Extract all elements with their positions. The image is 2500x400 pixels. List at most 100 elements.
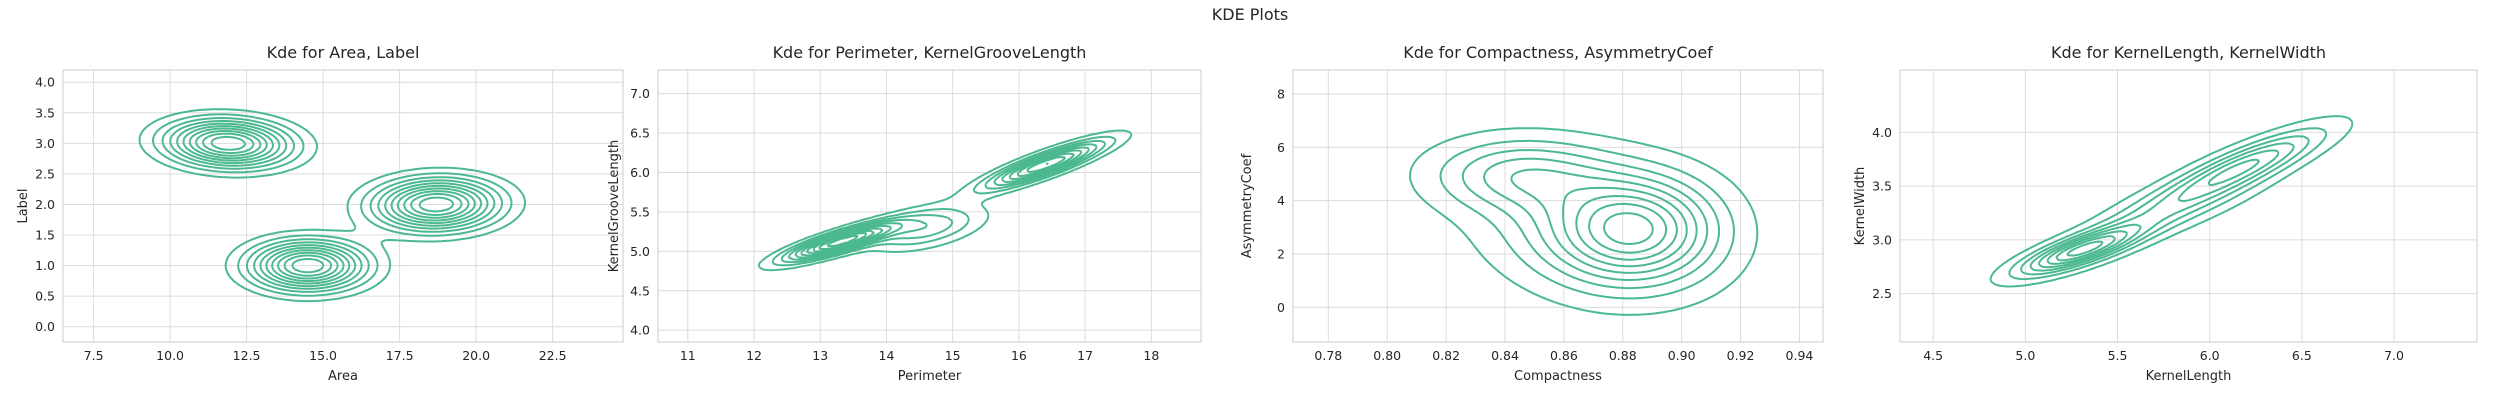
x-tick-label: 0.82 bbox=[1432, 348, 1460, 363]
grid bbox=[1293, 70, 1823, 342]
x-tick-label: 0.88 bbox=[1609, 348, 1637, 363]
kde-contour-level-7 bbox=[1575, 195, 1678, 261]
tick-labels: 7.5 10.0 12.5 15.0 17.5 20.0 22.5 0.0 0.5 1.0 1.5 2… bbox=[35, 75, 566, 363]
y-tick-label: 3.5 bbox=[35, 105, 55, 120]
kde-contour-level-7 bbox=[805, 152, 1076, 255]
kde-contour-level-2 bbox=[771, 135, 1117, 267]
x-tick-label: 16 bbox=[1011, 348, 1027, 363]
x-tick-label: 4.5 bbox=[1923, 348, 1943, 363]
kde-contour-level-2 bbox=[152, 113, 513, 297]
y-axis-label: AsymmetryCoef bbox=[1240, 153, 1255, 258]
y-tick-label: 7.0 bbox=[630, 86, 650, 101]
x-tick-label: 17 bbox=[1077, 348, 1093, 363]
panel-title: Kde for KernelLength, KernelWidth bbox=[2051, 43, 2326, 62]
kde-contour-level-9 bbox=[201, 132, 463, 277]
contour-lines bbox=[1409, 127, 1759, 316]
x-tick-label: 5.5 bbox=[2108, 348, 2128, 363]
x-tick-label: 15.0 bbox=[309, 348, 337, 363]
y-axis-label: KernelWidth bbox=[1853, 167, 1868, 246]
kde-contour-level-8 bbox=[195, 129, 470, 280]
kde-contour-level-3 bbox=[2019, 135, 2310, 276]
grid bbox=[658, 70, 1201, 342]
plot-area-border bbox=[657, 69, 1202, 343]
kde-contour-level-1 bbox=[757, 129, 1133, 272]
kde-contour-level-8 bbox=[812, 156, 1067, 253]
y-tick-label: 2.5 bbox=[35, 166, 55, 181]
plot-area-border bbox=[62, 69, 624, 343]
x-tick-label: 7.0 bbox=[2384, 348, 2404, 363]
x-tick-label: 6.5 bbox=[2292, 348, 2312, 363]
y-tick-label: 2.0 bbox=[35, 197, 55, 212]
y-tick-label: 4.5 bbox=[630, 283, 650, 298]
y-tick-label: 5.0 bbox=[630, 244, 650, 259]
x-axis-label: Perimeter bbox=[898, 369, 962, 384]
x-tick-label: 12.5 bbox=[233, 348, 261, 363]
x-tick-label: 0.78 bbox=[1314, 348, 1342, 363]
kde-contour-level-7 bbox=[188, 127, 476, 282]
kde-contour-level-8 bbox=[2066, 240, 2104, 257]
contour-lines bbox=[138, 108, 526, 303]
y-tick-label: 5.5 bbox=[630, 204, 650, 219]
grid bbox=[1900, 70, 2477, 342]
x-tick-label: 22.5 bbox=[539, 348, 567, 363]
x-tick-label: 0.84 bbox=[1491, 348, 1519, 363]
kde-contour-level-5 bbox=[2037, 149, 2280, 269]
x-tick-label: 15 bbox=[945, 348, 961, 363]
y-tick-label: 3.0 bbox=[1872, 232, 1892, 247]
x-axis-label: Compactness bbox=[1514, 369, 1602, 384]
kde-contour-level-3 bbox=[1461, 149, 1721, 290]
x-tick-label: 0.92 bbox=[1727, 348, 1755, 363]
panel-title: Kde for Area, Label bbox=[267, 43, 420, 62]
kde-contour-level-6 bbox=[182, 125, 483, 285]
kde-contour-level-6 bbox=[2046, 158, 2261, 265]
tick-labels: 4.5 5.0 5.5 6.0 6.5 7.0 2.5 3.0 3.5 4.0 bbox=[1872, 125, 2404, 363]
kde-contour-level-6 bbox=[1562, 186, 1688, 268]
kde-contour-level-4 bbox=[1483, 157, 1709, 281]
kde-contour-level-3 bbox=[780, 139, 1106, 264]
y-axis-label: Label bbox=[16, 188, 31, 223]
y-tick-label: 6.0 bbox=[630, 165, 650, 180]
x-tick-label: 18 bbox=[1143, 348, 1159, 363]
x-tick-label: 17.5 bbox=[386, 348, 414, 363]
y-tick-label: 1.0 bbox=[35, 258, 55, 273]
tick-labels: 11 12 13 14 15 16 17 18 4.0 4.5 5.0 5.5 6.0 6.5 7.0 bbox=[630, 86, 1159, 363]
y-tick-label: 8 bbox=[1277, 87, 1285, 102]
kde-contour-level-1 bbox=[138, 108, 526, 303]
plot-area-border bbox=[1899, 69, 2478, 343]
y-tick-label: 0.0 bbox=[35, 319, 55, 334]
y-tick-label: 4.0 bbox=[630, 323, 650, 338]
y-tick-label: 3.0 bbox=[35, 136, 55, 151]
y-tick-label: 0 bbox=[1277, 300, 1285, 315]
kde-contour-level-2 bbox=[2008, 127, 2328, 281]
kde-contour-level-10 bbox=[826, 235, 859, 248]
y-tick-label: 1.5 bbox=[35, 228, 55, 243]
kde-contour-level-2 bbox=[1439, 139, 1735, 300]
kde-contour-level-1 bbox=[1409, 127, 1759, 316]
kde-contour-level-4 bbox=[169, 120, 496, 290]
kde-contour-level-5 bbox=[1510, 168, 1698, 274]
x-axis-label: KernelLength bbox=[2146, 369, 2232, 384]
kde-contour-level-7 bbox=[2055, 235, 2117, 262]
x-tick-label: 13 bbox=[812, 348, 828, 363]
y-tick-label: 0.5 bbox=[35, 289, 55, 304]
kde-panel-2: 11 12 13 14 15 16 17 18 4.0 4.5 5.0 5.5 6.0 6.5 7.0 Kde… bbox=[607, 43, 1202, 384]
y-tick-label: 6 bbox=[1277, 140, 1285, 155]
kde-contour-level-5 bbox=[794, 146, 1090, 259]
contour-lines bbox=[757, 129, 1133, 272]
contour-lines bbox=[1989, 115, 2354, 288]
kde-contour-level-4 bbox=[2029, 142, 2295, 272]
x-tick-label: 0.90 bbox=[1668, 348, 1696, 363]
grid bbox=[63, 70, 623, 342]
x-tick-label: 11 bbox=[680, 348, 696, 363]
x-tick-label: 12 bbox=[746, 348, 762, 363]
x-axis-label: Area bbox=[328, 369, 358, 384]
x-tick-label: 14 bbox=[879, 348, 895, 363]
x-tick-label: 0.86 bbox=[1550, 348, 1578, 363]
kde-panel-4: 4.5 5.0 5.5 6.0 6.5 7.0 2.5 3.0 3.5 4.0 Kde for Ke… bbox=[1853, 43, 2478, 384]
tick-labels: 0.78 0.80 0.82 0.84 0.86 0.88 0.90 0.92 0.94 0 2 4 6… bbox=[1277, 87, 1813, 364]
kde-contour-level-4 bbox=[787, 143, 1098, 261]
y-tick-label: 3.5 bbox=[1872, 179, 1892, 194]
x-tick-label: 10.0 bbox=[156, 348, 184, 363]
kde-contour-level-6 bbox=[800, 149, 1083, 257]
